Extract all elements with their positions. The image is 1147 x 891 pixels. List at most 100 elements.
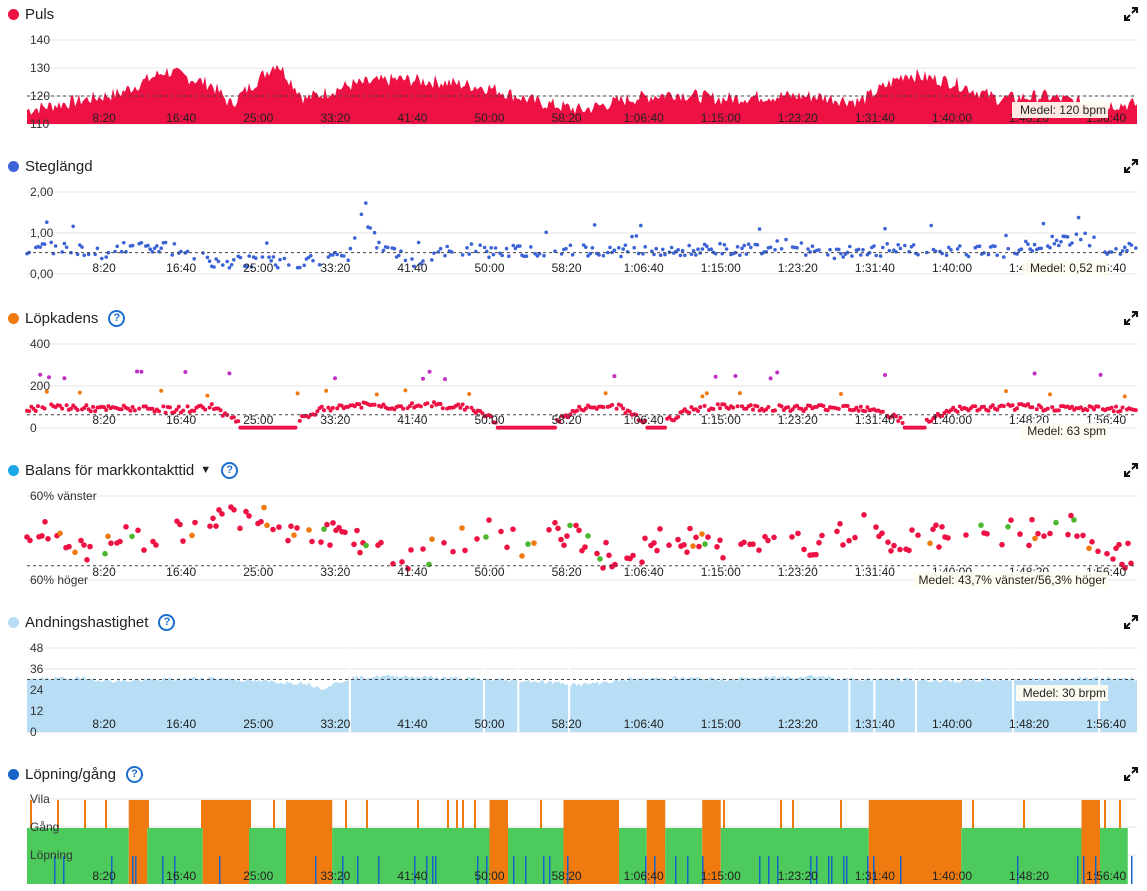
expand-icon[interactable] bbox=[1123, 766, 1139, 782]
balance-point bbox=[87, 543, 93, 550]
stride-point bbox=[205, 255, 210, 260]
stride-point bbox=[139, 241, 144, 245]
panel-header: Puls bbox=[8, 2, 54, 26]
balance-point bbox=[474, 536, 480, 542]
rest-spike bbox=[273, 800, 275, 828]
cadence-point bbox=[755, 404, 760, 409]
balance-point bbox=[801, 546, 807, 553]
stride-point bbox=[326, 255, 331, 259]
cadence-point bbox=[955, 409, 960, 414]
stride-point bbox=[225, 259, 229, 264]
stride-point bbox=[669, 245, 674, 250]
rest-spike bbox=[57, 800, 59, 828]
rest-spike bbox=[924, 800, 926, 828]
stride-point bbox=[986, 252, 991, 257]
y-tick-label: 2,00 bbox=[30, 185, 54, 199]
cadence-point bbox=[773, 408, 777, 413]
rest-spike bbox=[447, 800, 449, 828]
panel-title: Puls bbox=[25, 5, 55, 23]
help-icon[interactable]: ? bbox=[108, 309, 126, 327]
balance-point bbox=[1035, 530, 1041, 537]
run-spike bbox=[426, 856, 428, 884]
balance-point bbox=[390, 561, 396, 567]
walk-segment bbox=[619, 828, 647, 884]
cadence-point bbox=[825, 408, 830, 413]
balance-point bbox=[354, 527, 360, 534]
dropdown-caret-icon[interactable]: ▼ bbox=[200, 464, 212, 476]
expand-icon[interactable] bbox=[1123, 462, 1139, 478]
cadence-point bbox=[766, 405, 771, 409]
cadence-point bbox=[205, 393, 210, 398]
balance-point bbox=[552, 519, 558, 526]
cadence-point bbox=[119, 407, 124, 412]
stride-point bbox=[421, 259, 425, 263]
balance-point bbox=[102, 550, 108, 557]
rest-spike bbox=[498, 800, 500, 828]
cadence-point bbox=[36, 404, 40, 409]
stride-point bbox=[689, 252, 694, 256]
rest-spike bbox=[324, 800, 326, 828]
balance-point bbox=[1125, 540, 1131, 547]
panel-header: Löpning/gång ? bbox=[8, 762, 143, 786]
cadence-point bbox=[407, 404, 412, 409]
stride-point bbox=[601, 253, 606, 258]
balance-point bbox=[192, 519, 198, 526]
stride-point bbox=[278, 257, 282, 262]
balance-point bbox=[141, 547, 147, 553]
balance-point bbox=[351, 541, 357, 548]
stride-point bbox=[832, 256, 837, 261]
stride-point bbox=[1129, 243, 1134, 247]
cadence-point bbox=[865, 405, 870, 410]
y-tick-label: 12 bbox=[30, 704, 44, 718]
stride-point bbox=[586, 254, 590, 258]
panel-stride: Steglängd 2,00 1,00 0,00 8:20 16:40 25:00 33:2… bbox=[0, 154, 1147, 294]
cadence-point bbox=[836, 406, 841, 411]
cadence-point bbox=[209, 402, 214, 407]
cadence-point bbox=[174, 407, 179, 412]
stride-point bbox=[130, 243, 135, 248]
stride-point bbox=[311, 258, 315, 263]
balance-point bbox=[795, 530, 801, 537]
x-tick-label: 58:20 bbox=[552, 717, 582, 731]
run-spike bbox=[873, 856, 875, 884]
stride-point bbox=[430, 258, 434, 262]
cadence-point bbox=[863, 409, 868, 414]
cadence-point bbox=[203, 407, 208, 412]
stride-point bbox=[146, 243, 150, 248]
stride-point bbox=[724, 247, 729, 251]
balance-point bbox=[327, 542, 333, 548]
x-tick-label: 41:40 bbox=[397, 565, 427, 579]
balance-point bbox=[180, 538, 186, 544]
run-spike bbox=[654, 856, 656, 884]
expand-icon[interactable] bbox=[1123, 614, 1139, 630]
expand-icon[interactable] bbox=[1123, 6, 1139, 22]
panel-header: Balans för markkontakttid ▼ ? bbox=[8, 458, 239, 482]
cadence-point bbox=[627, 409, 632, 414]
stride-point bbox=[192, 257, 196, 261]
help-icon[interactable]: ? bbox=[158, 613, 176, 631]
stride-point bbox=[848, 244, 852, 249]
stride-point bbox=[185, 249, 190, 254]
cadence-point bbox=[319, 404, 324, 409]
panel-header: Andningshastighet ? bbox=[8, 610, 176, 634]
x-tick-label: 1:23:20 bbox=[778, 413, 818, 427]
stride-point bbox=[449, 250, 454, 254]
stride-point bbox=[163, 240, 168, 245]
stride-point bbox=[634, 234, 639, 238]
stride-point bbox=[42, 242, 47, 246]
expand-icon[interactable] bbox=[1123, 310, 1139, 326]
rest-spike bbox=[540, 800, 542, 828]
stride-point bbox=[795, 246, 799, 250]
help-icon[interactable]: ? bbox=[125, 765, 143, 783]
balance-point bbox=[1068, 512, 1074, 519]
x-tick-label: 8:20 bbox=[92, 869, 116, 883]
x-tick-label: 33:20 bbox=[320, 111, 350, 125]
expand-icon[interactable] bbox=[1123, 158, 1139, 174]
stride-point bbox=[227, 266, 232, 270]
balance-point bbox=[207, 523, 213, 529]
balance-point bbox=[1041, 533, 1047, 539]
balance-point bbox=[1065, 531, 1071, 538]
cadence-point bbox=[135, 369, 139, 374]
help-icon[interactable]: ? bbox=[221, 461, 239, 479]
x-tick-label: 25:00 bbox=[243, 261, 273, 275]
